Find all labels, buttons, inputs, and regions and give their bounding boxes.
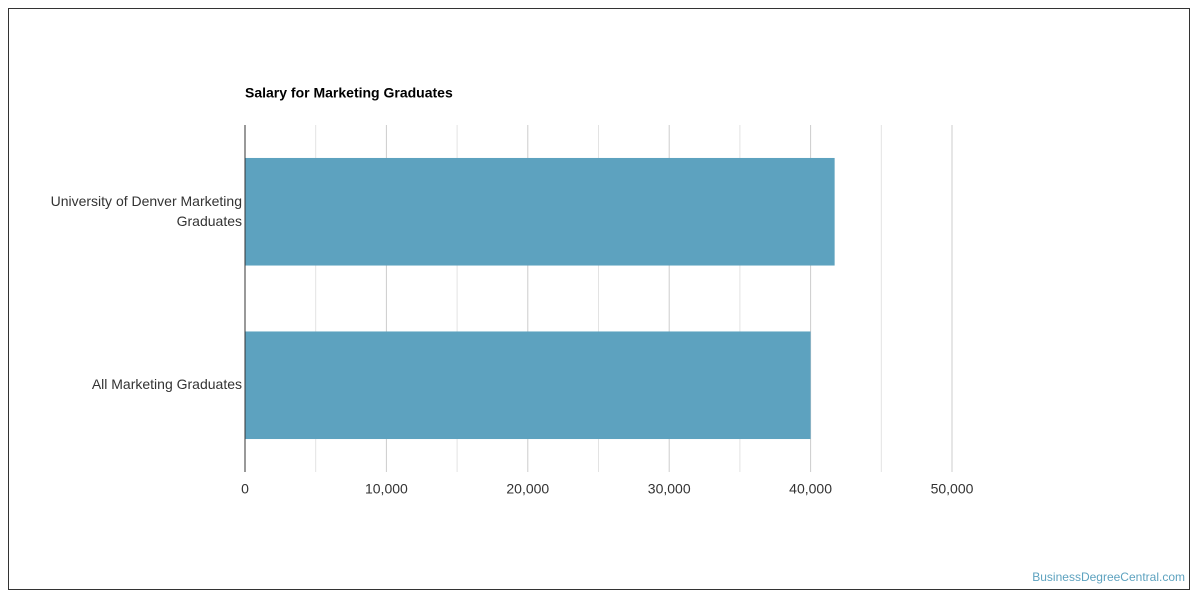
x-tick-label: 0 [241, 481, 249, 497]
y-tick-label: All Marketing Graduates [92, 376, 242, 392]
x-tick-label: 10,000 [365, 481, 408, 497]
bar [245, 331, 811, 440]
y-tick-label: University of Denver Marketing Graduates [51, 192, 242, 228]
x-tick-label: 40,000 [789, 481, 832, 497]
bar [245, 157, 835, 266]
x-tick-label: 20,000 [506, 481, 549, 497]
chart-title: Salary for Marketing Graduates [245, 85, 453, 101]
watermark: BusinessDegreeCentral.com [1032, 570, 1185, 584]
x-tick-label: 50,000 [931, 481, 974, 497]
x-tick-label: 30,000 [648, 481, 691, 497]
